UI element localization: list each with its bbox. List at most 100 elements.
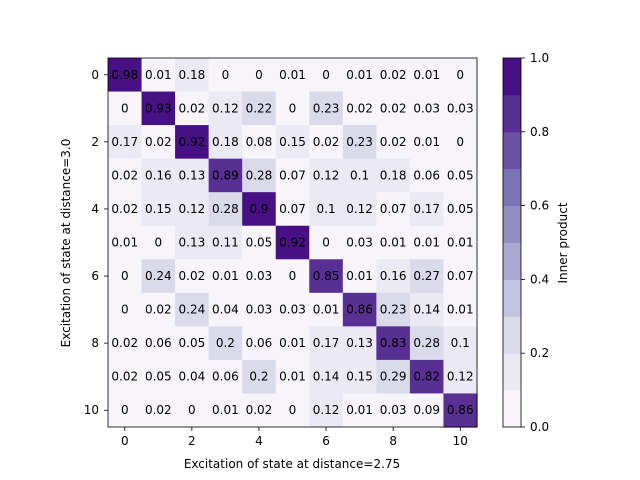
heatmap-cell: [108, 91, 143, 126]
heatmap-cell-value: 0: [154, 236, 162, 250]
heatmap-cell: [141, 359, 176, 395]
heatmap-cell: [376, 326, 411, 361]
heatmap-cell-value: 0.17: [111, 135, 138, 149]
heatmap-cell: [208, 326, 243, 361]
colorbar-tick-label: 0.2: [530, 346, 549, 360]
y-axis-label: Excitation of state at distance=3.0: [59, 139, 73, 348]
colorbar-tick-label: 0.8: [530, 125, 549, 139]
heatmap-cell-value: 0.29: [380, 370, 407, 384]
heatmap-cell: [376, 125, 411, 160]
colorbar-segment: [503, 316, 521, 354]
heatmap-cell: [342, 393, 377, 428]
colorbar-segment: [503, 131, 521, 170]
heatmap-cell: [208, 91, 243, 126]
heatmap-cell: [342, 158, 377, 193]
heatmap-cell-labels: 0.98 0.01 0.18 0 0 0.01 0 0.01 0.02 0.01 0 0 0.93 0.0…: [111, 68, 473, 417]
heatmap-cell-value: 0.06: [212, 370, 239, 384]
heatmap-cell-value: 0.15: [145, 202, 172, 216]
heatmap-cell-value: 0.01: [212, 269, 239, 283]
heatmap-cell: [208, 125, 243, 160]
heatmap-cell-value: 0.01: [413, 236, 440, 250]
y-axis-ticks: 0 2 4 6 8 10: [84, 68, 108, 417]
heatmap-cell-value: 0.03: [279, 303, 306, 317]
heatmap-cell: [141, 393, 176, 428]
heatmap-cell-value: 0.01: [413, 135, 440, 149]
heatmap-cell-value: 0.13: [179, 236, 206, 250]
heatmap-cell-value: 0.05: [246, 236, 273, 250]
heatmap-cell: [275, 192, 310, 227]
heatmap-cell-value: 0.15: [346, 370, 373, 384]
heatmap-cell-value: 0.16: [380, 269, 407, 283]
heatmap-cell: [443, 125, 478, 160]
heatmap-cell-value: 0.01: [346, 269, 373, 283]
heatmap-cell: [141, 326, 176, 361]
heatmap-cell-value: 0.05: [179, 336, 206, 350]
heatmap-cell-value: 0.27: [413, 269, 440, 283]
heatmap-cell-value: 0.06: [145, 336, 172, 350]
heatmap-cell-value: 0.03: [246, 303, 273, 317]
heatmap-cell-value: 0.02: [111, 336, 138, 350]
heatmap-cell-value: 0.23: [346, 135, 373, 149]
heatmap-cell: [409, 125, 445, 160]
heatmap-cell: [342, 259, 377, 294]
heatmap-cell: [443, 393, 478, 428]
heatmap-cell-value: 0.11: [212, 236, 239, 250]
heatmap-cell: [275, 292, 310, 327]
heatmap-cell: [309, 125, 344, 160]
heatmap-cell: [342, 292, 377, 327]
heatmap-cell: [108, 393, 143, 428]
heatmap-cell-value: 0.12: [313, 168, 340, 182]
heatmap-cell-value: 0.09: [413, 403, 440, 417]
heatmap-cell: [443, 292, 478, 327]
heatmap-cell-value: 0.02: [346, 101, 373, 115]
heatmap-cell: [443, 192, 478, 227]
heatmap-cell-value: 0.23: [380, 303, 407, 317]
heatmap-cell: [242, 91, 277, 126]
colorbar-segment: [503, 279, 521, 317]
heatmap-cell: [208, 225, 243, 260]
y-tick-label: 0: [91, 68, 99, 82]
heatmap-cell-value: 0.18: [380, 168, 407, 182]
heatmap-cell: [108, 192, 143, 227]
colorbar-ticks: 0.0 0.2 0.4 0.6 0.8 1.0: [521, 51, 549, 434]
y-tick-label: 10: [84, 403, 99, 417]
heatmap-cell: [309, 58, 344, 93]
heatmap-cells: [108, 58, 478, 428]
heatmap-cell-value: 0.17: [313, 336, 340, 350]
heatmap-cell: [242, 393, 277, 428]
heatmap-cell-value: 0.02: [313, 135, 340, 149]
heatmap-cell-value: 0.01: [145, 68, 172, 82]
heatmap-cell: [275, 259, 310, 294]
heatmap-cell: [342, 58, 377, 93]
heatmap-cell-value: 0.02: [380, 68, 407, 82]
heatmap-cell: [409, 158, 445, 193]
colorbar-tick-label: 0.6: [530, 199, 549, 213]
heatmap-cell: [175, 225, 210, 260]
heatmap-cell: [443, 225, 478, 260]
heatmap-cell: [108, 292, 143, 327]
heatmap-cell: [443, 259, 478, 294]
heatmap-cell: [409, 225, 445, 260]
colorbar-segment: [503, 168, 521, 207]
heatmap-cell: [376, 225, 411, 260]
heatmap-cell-value: 0: [188, 403, 196, 417]
heatmap-cell-value: 0: [289, 403, 297, 417]
heatmap-cell-value: 0.01: [380, 236, 407, 250]
heatmap-cell-value: 0.05: [145, 370, 172, 384]
colorbar-tick-label: 0.0: [530, 420, 549, 434]
x-tick-label: 0: [121, 434, 129, 448]
heatmap-cell-value: 0.92: [279, 236, 306, 250]
heatmap-cell: [342, 225, 377, 260]
heatmap-cell-value: 0.12: [179, 202, 206, 216]
heatmap-cell-value: 0.03: [346, 236, 373, 250]
heatmap-cell: [309, 393, 344, 428]
heatmap-cell: [342, 192, 377, 227]
heatmap-cell: [309, 259, 344, 294]
heatmap-cell: [409, 326, 445, 361]
heatmap-cell: [108, 225, 143, 260]
heatmap-cell-value: 0.05: [447, 202, 474, 216]
heatmap-cell-value: 0.14: [313, 370, 340, 384]
heatmap-cell-value: 0.07: [279, 168, 306, 182]
heatmap-cell-value: 0.82: [413, 370, 440, 384]
heatmap-cell-value: 0.01: [413, 68, 440, 82]
